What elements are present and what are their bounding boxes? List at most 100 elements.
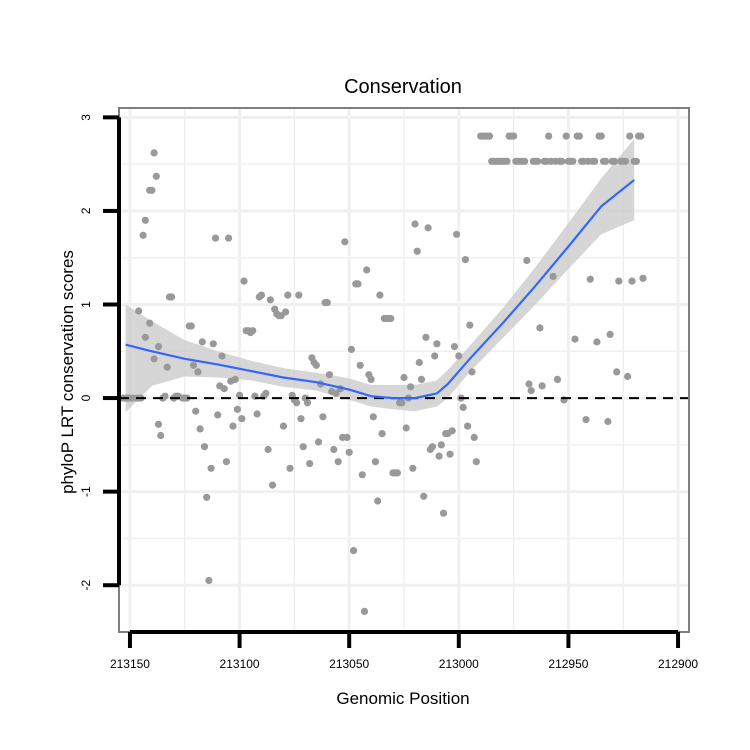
data-point (435, 452, 443, 460)
data-point (398, 399, 406, 407)
data-point (461, 256, 469, 264)
data-point (214, 411, 222, 419)
data-point (200, 443, 209, 451)
data-point (453, 230, 461, 238)
y-tick-label: 3 (79, 114, 93, 121)
data-point (428, 443, 437, 451)
data-point (509, 132, 518, 140)
data-point (610, 157, 619, 165)
data-point (141, 216, 149, 224)
data-point (152, 172, 160, 180)
data-point (262, 389, 270, 397)
data-point (409, 464, 417, 472)
data-point (575, 132, 584, 140)
data-point (536, 324, 544, 332)
data-point (534, 157, 542, 165)
data-point (523, 256, 531, 265)
data-point (229, 422, 237, 430)
data-point (268, 481, 277, 489)
x-tick-label: 213100 (220, 657, 260, 671)
smooth-fit-line (125, 179, 635, 400)
data-point (602, 157, 610, 165)
data-point (314, 438, 323, 446)
data-point (470, 433, 478, 441)
x-tick-label: 213050 (329, 657, 369, 671)
data-point (387, 314, 395, 323)
data-point (420, 492, 428, 500)
data-point (157, 431, 165, 440)
data-point (521, 157, 529, 165)
data-point (297, 415, 305, 423)
data-point (628, 277, 636, 285)
data-point (569, 157, 577, 165)
y-tick-label: -1 (79, 486, 93, 497)
data-point (233, 405, 241, 413)
data-point (220, 385, 228, 393)
data-point (621, 157, 630, 165)
data-point (146, 319, 154, 327)
data-point (343, 433, 351, 441)
data-point (472, 458, 480, 466)
data-point (203, 493, 211, 501)
chart-title: Conservation (344, 76, 462, 98)
data-point (606, 330, 614, 338)
data-point (163, 363, 171, 371)
data-point (225, 234, 233, 242)
data-point (319, 413, 327, 421)
data-point (417, 375, 426, 383)
data-point (187, 322, 195, 330)
data-point (148, 186, 156, 194)
data-point (209, 340, 217, 348)
data-point (378, 430, 386, 438)
data-point (562, 132, 570, 140)
data-point (205, 576, 213, 585)
data-point (437, 441, 445, 449)
data-point (624, 372, 632, 381)
x-tick-label: 213150 (110, 657, 150, 671)
data-point (439, 509, 448, 517)
data-point (350, 547, 358, 555)
data-point (367, 375, 375, 383)
data-point (192, 407, 200, 415)
data-point (150, 355, 158, 363)
data-point (295, 291, 303, 299)
data-point (168, 293, 176, 301)
data-point (374, 497, 382, 505)
data-point (376, 291, 384, 299)
data-point (393, 469, 401, 477)
data-point (632, 157, 641, 165)
data-point (231, 375, 239, 383)
data-point (154, 343, 163, 351)
data-point (637, 132, 645, 140)
data-point (527, 387, 535, 395)
y-axis: -2 -1 0 1 2 3 (79, 114, 121, 591)
data-point (341, 238, 349, 246)
data-point (455, 352, 463, 360)
ribbon-area (125, 138, 635, 413)
y-tick-label: 1 (79, 301, 93, 308)
data-point (591, 157, 599, 165)
data-point (369, 413, 377, 421)
data-point (582, 416, 590, 424)
data-point (433, 340, 441, 348)
data-point (266, 296, 274, 304)
data-point (154, 420, 163, 428)
data-point (286, 464, 294, 472)
x-tick-label: 212900 (658, 657, 698, 671)
data-point (240, 277, 248, 285)
data-point (330, 445, 338, 454)
data-point (549, 272, 557, 280)
data-point (360, 607, 369, 616)
data-point (525, 380, 533, 388)
data-point (141, 333, 149, 341)
data-point (253, 410, 261, 418)
data-point (249, 327, 257, 335)
data-point (207, 464, 215, 472)
data-point (400, 373, 408, 382)
data-point (194, 368, 202, 376)
data-point (468, 368, 476, 376)
data-point (282, 308, 290, 316)
data-point (538, 382, 546, 390)
data-point (466, 321, 474, 329)
data-point (553, 375, 562, 383)
